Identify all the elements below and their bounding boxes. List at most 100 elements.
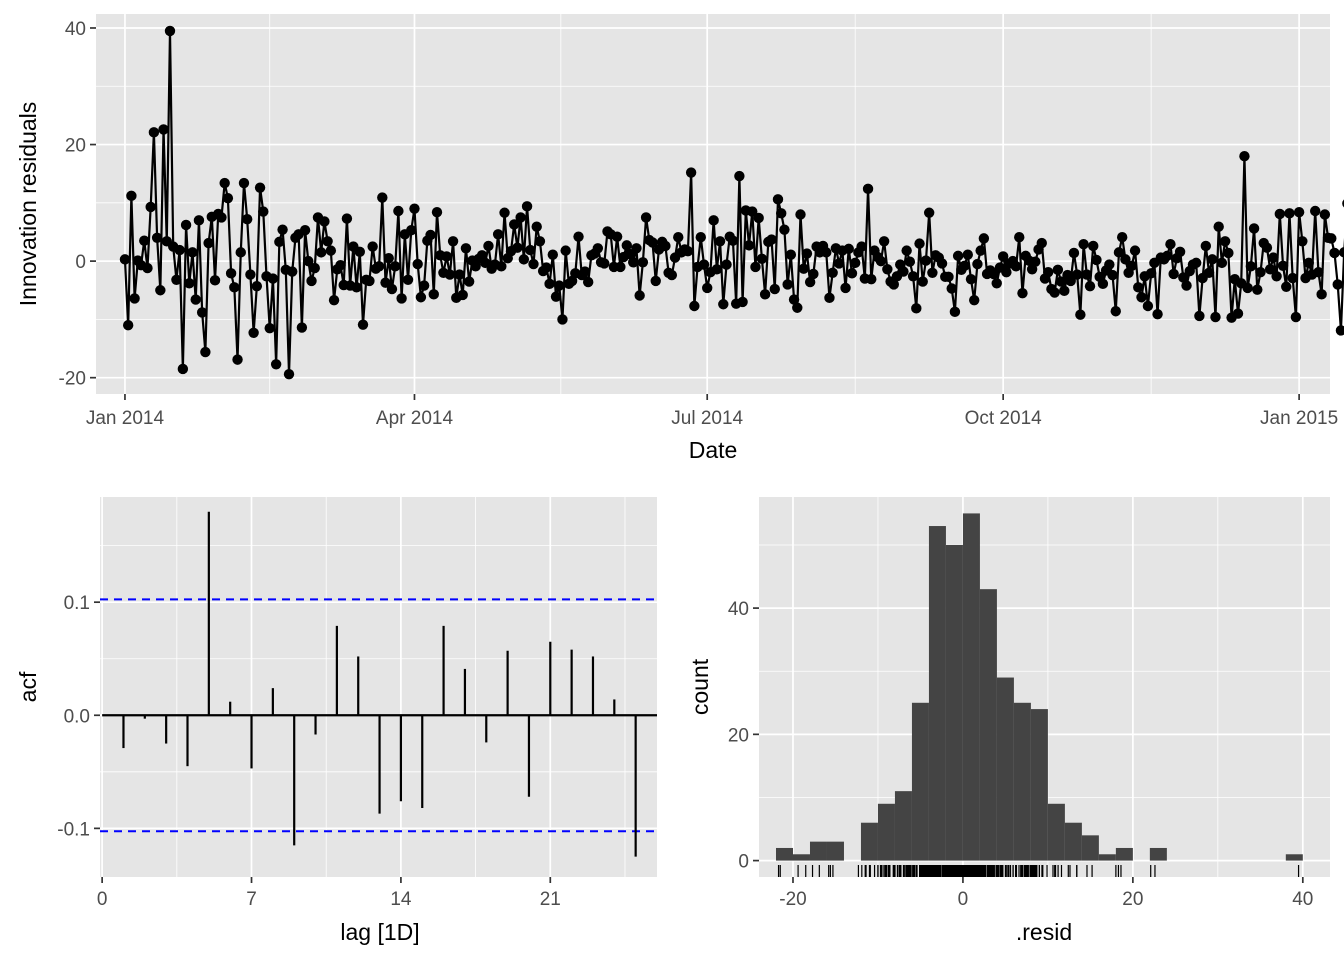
residual-point bbox=[1059, 285, 1070, 297]
residual-point bbox=[1335, 325, 1344, 336]
residual-point bbox=[1068, 247, 1080, 259]
residual-point bbox=[544, 278, 555, 290]
residual-point bbox=[550, 291, 562, 302]
residual-point bbox=[431, 206, 443, 218]
residual-point bbox=[849, 257, 861, 269]
residual-point bbox=[727, 235, 739, 246]
residual-point bbox=[460, 243, 472, 254]
histogram-x-tick-label: -20 bbox=[779, 889, 806, 910]
residual-point bbox=[184, 278, 195, 289]
histogram-x-tick-label: 20 bbox=[1122, 889, 1143, 910]
residual-point bbox=[444, 269, 456, 280]
residual-point bbox=[1207, 254, 1218, 265]
residual-point bbox=[554, 280, 565, 291]
residual-point bbox=[1264, 264, 1276, 275]
residual-point bbox=[923, 207, 935, 218]
residual-point bbox=[785, 249, 797, 260]
residual-series-points bbox=[119, 25, 1344, 380]
residual-point bbox=[1165, 239, 1176, 250]
residual-point bbox=[1113, 247, 1125, 258]
residual-point bbox=[1088, 240, 1099, 252]
residual-point bbox=[997, 251, 1009, 262]
time-plot-panel bbox=[96, 14, 1330, 394]
histogram-bar bbox=[996, 677, 1014, 861]
residual-histogram: 0 20 40 -20 0 20 40 .resid count bbox=[687, 497, 1330, 945]
residual-point bbox=[846, 268, 858, 279]
time-plot-x-tick-label: Jan 2015 bbox=[1260, 408, 1338, 429]
histogram-bars bbox=[775, 513, 1303, 861]
histogram-bar bbox=[775, 847, 793, 861]
residual-point bbox=[1319, 209, 1331, 220]
residual-point bbox=[335, 259, 346, 271]
residual-point bbox=[927, 267, 938, 278]
residual-point bbox=[229, 282, 240, 293]
residual-point bbox=[792, 302, 803, 313]
histogram-y-tick-label: 0 bbox=[738, 852, 749, 873]
acf-y-axis-title: acf bbox=[15, 671, 41, 702]
residual-point bbox=[534, 236, 546, 247]
residual-point bbox=[322, 236, 333, 247]
residual-point bbox=[145, 201, 156, 213]
residual-point bbox=[483, 240, 494, 252]
residual-point bbox=[1329, 247, 1340, 259]
residual-point bbox=[512, 242, 523, 253]
residual-point bbox=[373, 261, 385, 272]
time-plot-y-tick-label: 0 bbox=[75, 252, 86, 273]
histogram-x-axis-title: .resid bbox=[1016, 919, 1072, 945]
acf-plot: 0.1 0.0 -0.1 0 7 14 21 lag [1D] acf bbox=[15, 497, 657, 945]
residual-point bbox=[354, 246, 365, 257]
residual-point bbox=[190, 294, 201, 305]
residual-point bbox=[258, 206, 269, 217]
residual-point bbox=[840, 282, 851, 294]
residual-point bbox=[122, 320, 134, 331]
acf-spikes bbox=[102, 511, 657, 857]
residual-point bbox=[148, 127, 160, 138]
residual-point bbox=[225, 268, 237, 279]
residual-point bbox=[1223, 247, 1234, 259]
residual-point bbox=[647, 237, 658, 248]
residual-point bbox=[457, 289, 468, 301]
residual-point bbox=[843, 243, 854, 255]
residual-point bbox=[1316, 289, 1327, 300]
acf-x-tick-label: 0 bbox=[97, 889, 108, 910]
residual-point bbox=[621, 240, 632, 251]
residual-point bbox=[866, 273, 877, 285]
residual-point bbox=[203, 237, 214, 249]
residual-point bbox=[1010, 261, 1022, 272]
time-plot-y-axis-title: Innovation residuals bbox=[15, 102, 41, 307]
residual-point bbox=[270, 359, 282, 370]
residual-point bbox=[772, 194, 784, 205]
residual-point bbox=[492, 229, 504, 240]
residual-point bbox=[1200, 240, 1212, 252]
residual-point bbox=[1268, 252, 1279, 263]
residual-point bbox=[1213, 221, 1224, 232]
time-plot-y-tick-label: -20 bbox=[59, 369, 86, 390]
residual-point bbox=[708, 215, 719, 226]
residual-point bbox=[254, 182, 266, 193]
acf-x-axis: 0 7 14 21 bbox=[97, 877, 561, 910]
residual-time-plot: 40 20 0 -20 Jan 2014 Apr 2014 Jul 2014 Oct 201… bbox=[15, 14, 1344, 463]
residual-point bbox=[412, 258, 423, 270]
residual-point bbox=[428, 289, 439, 300]
residual-point bbox=[209, 275, 221, 286]
residual-point bbox=[962, 249, 973, 260]
residual-point bbox=[1194, 310, 1205, 322]
residual-point bbox=[441, 251, 452, 262]
residual-point bbox=[1293, 206, 1305, 218]
residual-point bbox=[1065, 275, 1076, 287]
residual-point bbox=[1081, 269, 1093, 280]
residual-point bbox=[389, 261, 401, 272]
time-plot-gridlines bbox=[96, 14, 1330, 394]
histogram-y-tick-label: 20 bbox=[728, 725, 749, 746]
acf-x-tick-label: 14 bbox=[390, 889, 412, 910]
acf-y-tick-label: 0.1 bbox=[64, 593, 90, 614]
residual-point bbox=[1049, 287, 1060, 298]
residual-point bbox=[496, 261, 507, 272]
residual-point bbox=[454, 269, 465, 280]
residual-point bbox=[1338, 247, 1344, 258]
residual-point bbox=[1078, 239, 1089, 250]
residual-point bbox=[660, 240, 671, 252]
histogram-bar bbox=[962, 513, 980, 861]
residual-point bbox=[222, 192, 234, 204]
residual-point bbox=[1097, 278, 1109, 290]
